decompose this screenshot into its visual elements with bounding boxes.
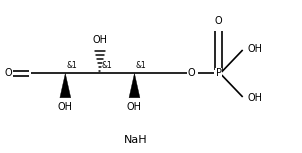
Text: P: P bbox=[216, 69, 222, 78]
Text: OH: OH bbox=[247, 44, 262, 54]
Text: OH: OH bbox=[127, 102, 142, 112]
Text: &1: &1 bbox=[101, 61, 112, 70]
Text: O: O bbox=[188, 69, 195, 78]
Text: &1: &1 bbox=[67, 61, 78, 70]
Polygon shape bbox=[129, 73, 140, 98]
Text: OH: OH bbox=[58, 102, 73, 112]
Text: NaH: NaH bbox=[124, 135, 148, 145]
Text: OH: OH bbox=[92, 35, 108, 45]
Polygon shape bbox=[60, 73, 71, 98]
Text: &1: &1 bbox=[136, 61, 147, 70]
Text: O: O bbox=[215, 17, 223, 26]
Text: OH: OH bbox=[247, 93, 262, 103]
Text: O: O bbox=[5, 69, 12, 78]
